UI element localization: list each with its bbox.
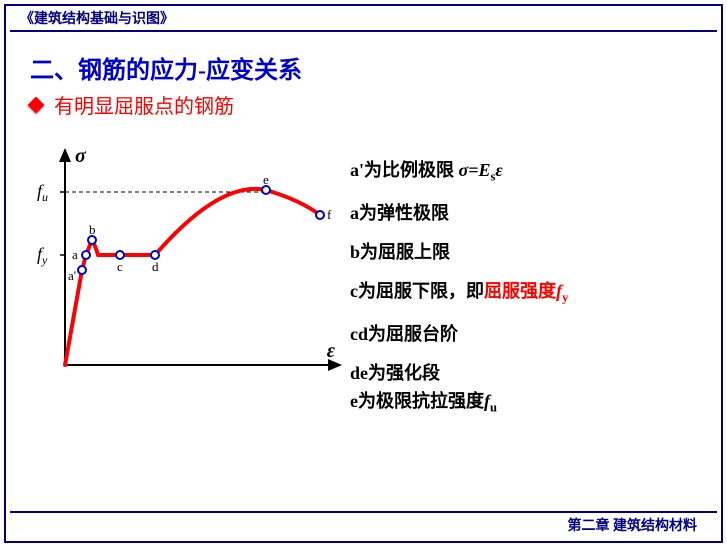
explanations: a'为比例极限 σ=Esε a为弹性极限 b为屈服上限 c为屈服下限，即屈服强度… — [350, 158, 710, 432]
subtitle-row: 有明显屈服点的钢筋 — [30, 90, 234, 119]
exp-a-prime: a'为比例极限 σ=Esε — [350, 158, 710, 186]
exp-e: e为极限抗拉强度fu — [350, 389, 710, 417]
diamond-icon — [28, 96, 45, 113]
exp-a: a为弹性极限 — [350, 201, 710, 225]
exp-c: c为屈服下限，即屈服强度fy — [350, 279, 710, 307]
footer-text: 第二章 建筑结构材料 — [568, 515, 698, 535]
svg-text:f: f — [327, 207, 332, 222]
header-divider — [10, 30, 717, 32]
svg-text:a': a' — [68, 268, 76, 283]
svg-text:d: d — [152, 259, 159, 274]
doc-header: 《建筑结构基础与识图》 — [20, 8, 174, 28]
subtitle-text: 有明显屈服点的钢筋 — [54, 90, 234, 119]
svg-text:c: c — [117, 259, 123, 274]
svg-text:e: e — [263, 172, 269, 187]
stress-strain-chart: a' ab c d e f σ ε fy fu — [20, 140, 350, 400]
svg-text:ε: ε — [327, 340, 336, 362]
footer-divider — [10, 511, 717, 513]
section-title: 二、钢筋的应力-应变关系 — [30, 50, 302, 85]
svg-text:b: b — [89, 222, 96, 237]
exp-cd: cd为屈服台阶 — [350, 322, 710, 346]
exp-de: de为强化段 — [350, 361, 710, 385]
svg-text:fu: fu — [37, 181, 48, 204]
svg-text:σ: σ — [75, 145, 87, 167]
exp-b: b为屈服上限 — [350, 240, 710, 264]
svg-text:fy: fy — [37, 244, 48, 267]
svg-text:a: a — [72, 247, 78, 262]
